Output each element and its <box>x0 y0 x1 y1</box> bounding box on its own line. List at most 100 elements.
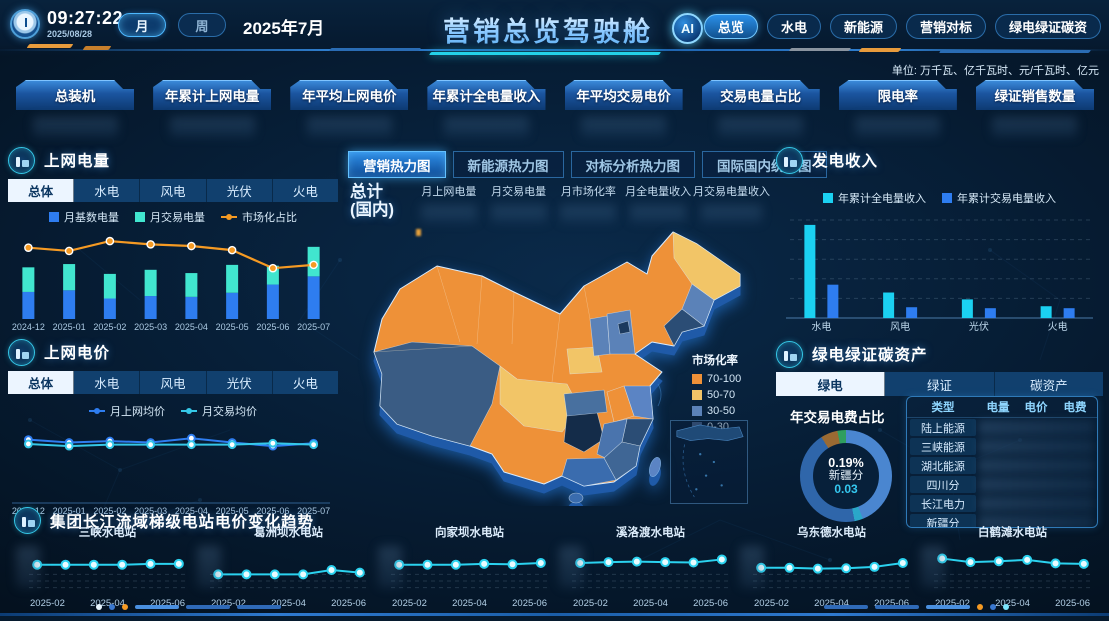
station-chart <box>385 542 555 596</box>
tab-green-power[interactable]: 绿电 <box>776 372 886 396</box>
table-row: 长江电力 <box>907 494 1097 513</box>
station-card-baihetan: 白鹤滩水电站 2025-02 2025-04 2025-06 <box>921 524 1100 609</box>
table-header: 类型 电量 电价 电费 <box>907 397 1097 418</box>
axis-redacted <box>197 546 221 588</box>
station-title: 三峡水电站 <box>78 527 137 539</box>
grid-power-chart: 2024-12 2025-01 2025-02 2025-03 2025-04 2025-… <box>8 233 334 333</box>
row-type[interactable]: 陆上能源 <box>910 419 976 436</box>
donut-value: 0.03 <box>834 481 858 496</box>
svg-text:2025-02: 2025-02 <box>93 506 126 516</box>
table-row: 湖北能源 <box>907 456 1097 475</box>
tab-new-energy-heatmap[interactable]: 新能源热力图 <box>452 151 564 178</box>
tab-wind[interactable]: 风电 <box>140 179 207 202</box>
map-region-liaoning[interactable] <box>663 308 705 347</box>
row-type[interactable]: 长江电力 <box>910 495 976 512</box>
kpi-row: 总装机 年累计上网电量 年平均上网电价 年累计全电量收入 年平均交易电价 交易电… <box>16 80 1094 137</box>
tab-solar[interactable]: 光伏 <box>207 179 273 202</box>
svg-text:2025-02: 2025-02 <box>93 322 126 332</box>
kpi-avg-trade-price[interactable]: 年平均交易电价 <box>565 80 683 110</box>
kpi-total-capacity[interactable]: 总装机 <box>16 80 134 110</box>
svg-text:2025-03: 2025-03 <box>134 506 167 516</box>
ai-assistant-button[interactable]: AI <box>672 13 703 44</box>
legend-item: 月交易电量 <box>135 209 205 225</box>
donut-center: 0.19% 新疆分 0.03 <box>813 443 879 509</box>
tab-benchmark-heatmap[interactable]: 对标分析热力图 <box>570 151 695 178</box>
row-values-redacted <box>979 477 1093 492</box>
svg-text:2025-04: 2025-04 <box>175 506 208 516</box>
tab-marketing-heatmap[interactable]: 营销热力图 <box>348 151 446 178</box>
tab-total[interactable]: 总体 <box>8 371 75 394</box>
kpi-avg-grid-price[interactable]: 年平均上网电价 <box>290 80 408 110</box>
kpi-green-cert-sales[interactable]: 绿证销售数量 <box>976 80 1094 110</box>
kpi-value-redacted <box>32 117 118 137</box>
row-values-redacted <box>979 458 1093 473</box>
summary-col: 月上网电量 <box>414 183 484 223</box>
grid-power-tabs: 总体 水电 风电 光伏 火电 <box>8 179 338 202</box>
legend-swatch <box>49 212 59 222</box>
clock-icon <box>10 8 40 39</box>
station-chart <box>747 542 917 596</box>
pagination-ornament-right <box>824 604 1009 610</box>
svg-text:2024-12: 2024-12 <box>12 322 45 332</box>
kpi-curtailment-rate[interactable]: 限电率 <box>839 80 957 110</box>
nav-tab-benchmark[interactable]: 营销对标 <box>905 14 986 39</box>
nav-tab-overview[interactable]: 总览 <box>703 14 758 39</box>
top-nav: 总览 水电 新能源 营销对标 绿电绿证碳资 <box>703 14 1101 39</box>
legend-item: 年累计全电量收入 <box>823 190 926 206</box>
tab-green-cert[interactable]: 绿证 <box>885 372 995 396</box>
map-region-zhejiang[interactable] <box>621 418 654 447</box>
map-region-guangdong[interactable] <box>561 457 617 487</box>
svg-text:风电: 风电 <box>890 320 910 333</box>
tab-hydro[interactable]: 水电 <box>74 371 141 394</box>
axis-redacted <box>378 546 402 588</box>
panel-title: 上网电量 <box>44 153 111 170</box>
decor-dash <box>26 44 74 48</box>
map-region-hainan[interactable] <box>568 492 584 504</box>
station-card-gezhouba: 葛洲坝水电站 2025-02 2025-04 2025-06 <box>197 524 376 609</box>
period-month-button[interactable]: 月 <box>118 13 166 37</box>
row-type[interactable]: 湖北能源 <box>910 457 976 474</box>
tab-thermal[interactable]: 火电 <box>292 377 318 391</box>
decor-dash <box>328 48 422 51</box>
map-region-taiwan[interactable] <box>647 456 663 478</box>
nav-tab-green-cert[interactable]: 绿电绿证碳资 <box>994 14 1101 39</box>
cascade-stations-header: 集团长江流域梯级电站电价变化趋势 <box>14 507 314 534</box>
tab-total[interactable]: 总体 <box>8 179 75 202</box>
tab-solar[interactable]: 光伏 <box>207 371 273 394</box>
panel-grid-price: 上网电价 总体 水电 风电 光伏 火电 月上网均价 月交易均价 2024-122… <box>8 338 338 517</box>
map-region-hubei[interactable] <box>563 389 608 417</box>
row-type[interactable]: 三峡能源 <box>910 438 976 455</box>
row-type[interactable]: 四川分 <box>910 476 976 493</box>
current-period-label: 2025年7月 <box>243 19 325 38</box>
tab-hydro[interactable]: 水电 <box>74 179 141 202</box>
nav-tab-hydro[interactable]: 水电 <box>766 14 821 39</box>
station-card-wudongde: 乌东德水电站 2025-02 2025-04 2025-06 <box>740 524 919 609</box>
kpi-value-redacted <box>581 117 667 137</box>
kpi-ytd-grid-power[interactable]: 年累计上网电量 <box>153 80 271 110</box>
map-region-heilongjiang[interactable] <box>672 231 741 301</box>
kpi-value-redacted <box>992 117 1078 137</box>
clock-date: 2025/08/28 <box>47 29 93 39</box>
grid-power-legend: 月基数电量 月交易电量 市场化占比 <box>8 209 338 225</box>
nav-tab-new-energy[interactable]: 新能源 <box>829 14 897 39</box>
period-week-button[interactable]: 周 <box>178 13 226 37</box>
kpi-trade-power-ratio[interactable]: 交易电量占比 <box>702 80 820 110</box>
page-title: 营销总览驾驶舱 <box>408 10 688 49</box>
china-market-map: 市场化率 70-100 50-70 30-50 0-30 <box>352 214 767 506</box>
kpi-ytd-total-income[interactable]: 年累计全电量收入 <box>427 80 545 110</box>
svg-text:2025-07: 2025-07 <box>297 322 330 332</box>
tab-thermal[interactable]: 火电 <box>292 185 318 199</box>
map-region-henan[interactable] <box>566 346 603 375</box>
topbar-divider <box>0 49 1109 51</box>
map-region-beijing[interactable] <box>617 320 631 335</box>
kpi-value-redacted <box>443 117 529 137</box>
tab-carbon-asset[interactable]: 碳资产 <box>1030 378 1068 393</box>
station-card-xiangjiaba: 向家坝水电站 2025-02 2025-04 2025-06 <box>378 524 557 609</box>
summary-value-redacted <box>420 205 477 223</box>
tab-wind[interactable]: 风电 <box>140 371 207 394</box>
svg-text:2025-06: 2025-06 <box>256 506 289 516</box>
axis-redacted <box>740 546 764 588</box>
green-power-table: 类型 电量 电价 电费 陆上能源 三峡能源 湖北能源 四川分 长江电力 新疆分 <box>906 396 1098 528</box>
map-region-sichuan[interactable] <box>499 365 581 433</box>
row-type[interactable]: 新疆分 <box>910 514 976 527</box>
